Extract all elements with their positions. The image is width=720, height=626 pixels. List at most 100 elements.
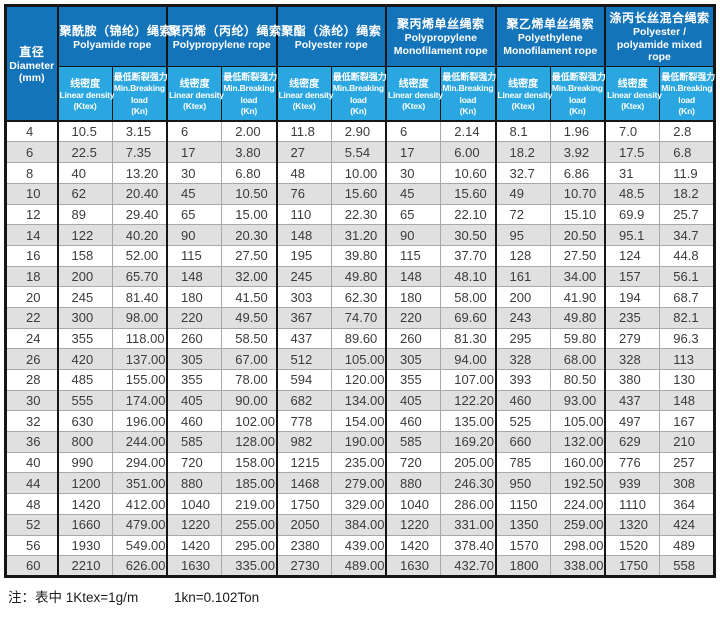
value-cell: 1468 <box>275 472 332 494</box>
value-cell: 778 <box>275 410 332 432</box>
group-name-zh: 聚乙烯单丝绳索 <box>506 17 594 32</box>
value-cell: 194 <box>604 286 660 308</box>
group-name-en: Polyester / polyamide mixed rope <box>616 26 703 64</box>
value-cell: 185.00 <box>221 472 277 494</box>
value-cell: 1200 <box>56 472 113 494</box>
value-cell: 49.80 <box>549 306 605 329</box>
diameter-cell: 40 <box>5 451 58 473</box>
value-cell: 18.2 <box>659 182 715 205</box>
table-header: 直径 Diameter (mm) 聚酰胺（锦纶）绳索 Polyamide rope 聚丙烯… <box>5 5 715 122</box>
value-cell: 110 <box>275 203 332 225</box>
value-cell: 260 <box>385 327 441 349</box>
subheader-breaking-load: 最低断裂强力 Min.Breaking load (Kn) <box>549 66 606 122</box>
diameter-cell: 52 <box>5 513 58 536</box>
value-cell: 1570 <box>494 534 551 556</box>
diameter-label-en: Diameter <box>9 59 55 72</box>
value-cell: 295 <box>494 327 551 349</box>
value-cell: 31 <box>604 162 660 184</box>
value-cell: 137.00 <box>111 348 167 370</box>
value-cell: 5.54 <box>330 141 386 163</box>
value-cell: 96.3 <box>659 327 715 349</box>
value-cell: 3.15 <box>111 120 167 142</box>
density-unit: (Ktex) <box>511 101 535 112</box>
value-cell: 22.10 <box>440 203 496 225</box>
value-cell: 303 <box>275 286 332 308</box>
value-cell: 219.00 <box>221 493 277 515</box>
value-cell: 939 <box>604 472 660 494</box>
value-cell: 305 <box>166 348 222 370</box>
group-header: 聚乙烯单丝绳索 Polyethylene Monofilament rope <box>494 5 605 67</box>
value-cell: 13.20 <box>111 162 167 184</box>
breaking-unit: (Kn) <box>131 105 148 116</box>
value-cell: 65 <box>166 203 222 225</box>
value-cell: 6.80 <box>221 162 277 184</box>
value-cell: 158.00 <box>221 451 277 473</box>
value-cell: 40 <box>56 162 113 184</box>
value-cell: 30 <box>385 162 441 184</box>
value-cell: 489.00 <box>330 555 386 577</box>
density-label-en: Linear density <box>59 89 115 100</box>
value-cell: 81.30 <box>440 327 496 349</box>
value-cell: 62.30 <box>330 286 386 308</box>
value-cell: 682 <box>275 389 332 411</box>
breaking-label-en2: load <box>678 94 695 105</box>
value-cell: 1150 <box>494 493 551 515</box>
header-row-groups: 直径 Diameter (mm) 聚酰胺（锦纶）绳索 Polyamide rope 聚丙烯… <box>5 5 715 122</box>
value-cell: 259.00 <box>549 513 605 536</box>
density-label-zh: 线密度 <box>617 78 648 90</box>
breaking-label-en: Min.Breaking <box>332 83 384 94</box>
value-cell: 90 <box>385 224 441 246</box>
density-label-en: Linear density <box>388 89 443 100</box>
value-cell: 660 <box>494 431 551 453</box>
value-cell: 7.0 <box>604 120 660 142</box>
table-row: 28 485 155.00 355 78.00 594 120.00 355 107.00 393… <box>5 369 715 391</box>
value-cell: 48.5 <box>604 182 660 205</box>
table-row: 26 420 137.00 305 67.00 512 105.00 305 94.00 328 6… <box>5 348 715 370</box>
value-cell: 67.00 <box>221 348 277 370</box>
value-cell: 2.00 <box>221 120 277 142</box>
value-cell: 11.8 <box>275 120 332 142</box>
value-cell: 105.00 <box>330 348 386 370</box>
value-cell: 45 <box>385 182 441 205</box>
value-cell: 355 <box>56 327 113 349</box>
header-row-subheaders: 线密度 Linear density (Ktex) 最低断裂强力 Min.Breakin… <box>5 66 715 122</box>
density-label-en: Linear density <box>497 89 553 100</box>
value-cell: 74.70 <box>330 306 386 329</box>
value-cell: 300 <box>56 306 113 329</box>
value-cell: 6.00 <box>440 141 496 163</box>
value-cell: 558 <box>659 555 715 577</box>
value-cell: 20.30 <box>221 224 277 246</box>
value-cell: 594 <box>275 369 332 391</box>
value-cell: 437 <box>275 327 332 349</box>
diameter-cell: 30 <box>5 389 58 411</box>
value-cell: 34.00 <box>549 265 605 287</box>
breaking-label-zh: 最低断裂强力 <box>223 72 278 83</box>
diameter-cell: 60 <box>5 555 58 577</box>
value-cell: 102.00 <box>221 410 277 432</box>
value-cell: 479.00 <box>111 513 167 536</box>
value-cell: 41.50 <box>221 286 277 308</box>
value-cell: 68.00 <box>549 348 605 370</box>
value-cell: 720 <box>166 451 222 473</box>
value-cell: 49.80 <box>330 265 386 287</box>
value-cell: 27.50 <box>549 244 605 267</box>
table-row: 4 10.5 3.15 6 2.00 11.8 2.90 6 2.14 8.1 1.96 7.0 2.8 <box>5 120 715 142</box>
value-cell: 180 <box>385 286 441 308</box>
value-cell: 338.00 <box>549 555 605 577</box>
footnote-label: 注：表中 <box>8 589 62 605</box>
value-cell: 59.80 <box>549 327 605 349</box>
value-cell: 130 <box>659 369 715 391</box>
value-cell: 29.40 <box>111 203 167 225</box>
density-unit: (Ktex) <box>621 101 645 112</box>
value-cell: 17.5 <box>604 141 660 163</box>
value-cell: 245 <box>56 286 113 308</box>
value-cell: 158 <box>56 244 113 267</box>
value-cell: 331.00 <box>440 513 496 536</box>
value-cell: 720 <box>385 451 441 473</box>
table-row: 12 89 29.40 65 15.00 110 22.30 65 22.10 72 15.10 69… <box>5 203 715 225</box>
value-cell: 424 <box>659 513 715 536</box>
value-cell: 20.40 <box>111 182 167 205</box>
value-cell: 1.96 <box>549 120 605 142</box>
table-row: 24 355 118.00 260 58.50 437 89.60 260 81.30 295 59… <box>5 327 715 349</box>
breaking-label-zh: 最低断裂强力 <box>113 72 168 83</box>
